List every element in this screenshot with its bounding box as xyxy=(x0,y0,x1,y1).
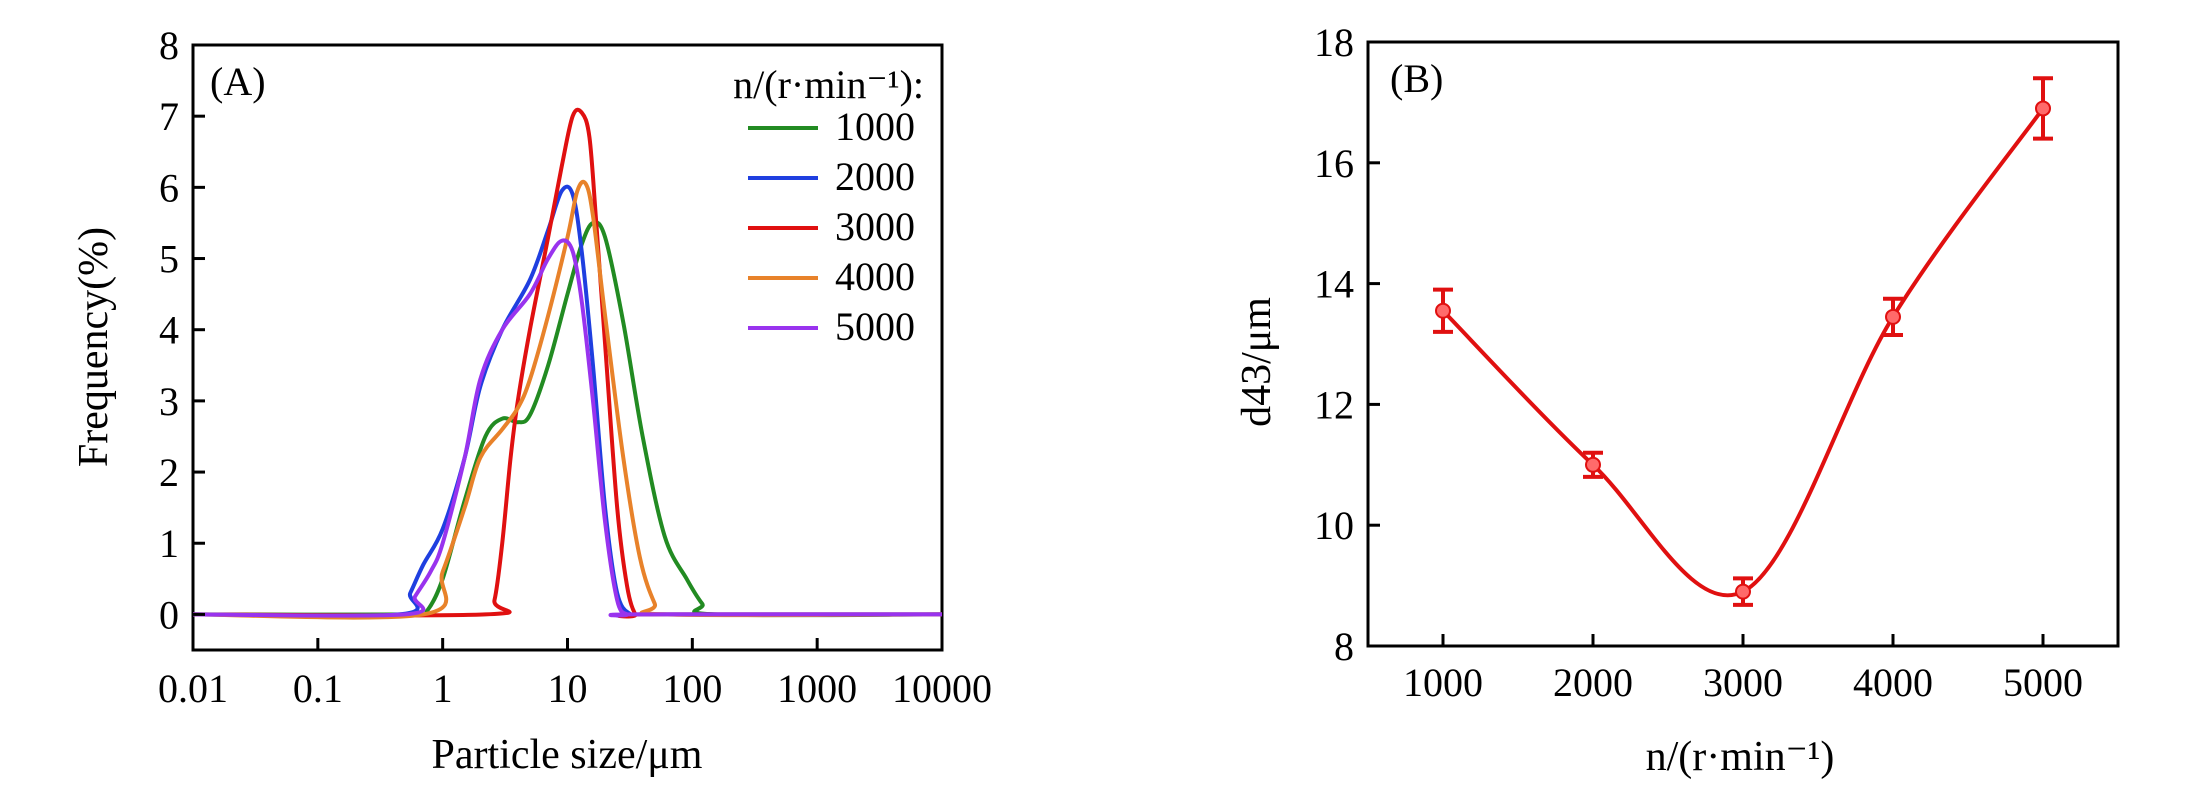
panel-a-y-tick-label: 8 xyxy=(159,23,179,68)
panel-a-y-axis-label: Frequency(%) xyxy=(71,227,117,467)
panel-b-y-tick-label: 12 xyxy=(1314,382,1354,427)
panel-a-chart: 0.01 0.1 1 10 100 1000 10000 0 1 2 3 4 5 6 7 8 (A) Part… xyxy=(71,23,992,778)
panel-b-x-tick-label: 5000 xyxy=(2003,660,2083,705)
panel-b-label: (B) xyxy=(1390,56,1443,101)
panel-b-x-axis-label: n/(r·min⁻¹) xyxy=(1646,734,1835,780)
panel-a-ticks-group: 0.01 0.1 1 10 100 1000 10000 0 1 2 3 4 5 6 7 8 xyxy=(158,23,992,711)
panel-b-y-axis-label: d43/μm xyxy=(1234,297,1280,427)
panel-a-y-tick-label: 1 xyxy=(159,521,179,566)
panel-b-data-point xyxy=(1735,583,1751,600)
panel-a-x-tick-label: 10 xyxy=(548,666,588,711)
panel-a-legend-label-1000: 1000 xyxy=(835,104,915,149)
panel-b-data-point xyxy=(1435,302,1451,319)
panel-b-x-tick-label: 4000 xyxy=(1853,660,1933,705)
panel-a-x-tick-label: 0.1 xyxy=(293,666,343,711)
panel-a-y-tick-label: 4 xyxy=(159,308,179,353)
panel-a-y-tick-label: 2 xyxy=(159,450,179,495)
panel-b-y-tick-label: 10 xyxy=(1314,503,1354,548)
panel-a-series-line-4000 xyxy=(192,179,943,620)
panel-b-x-tick-label: 1000 xyxy=(1403,660,1483,705)
panel-a-series-line-3000 xyxy=(192,107,942,619)
panel-a-legend-title: n/(r·min⁻¹): xyxy=(733,62,924,107)
panel-b-x-tick-label: 3000 xyxy=(1703,660,1783,705)
panel-b-plot-frame xyxy=(1366,40,2120,648)
panel-a-legend-label-2000: 2000 xyxy=(835,154,915,199)
panel-a-x-tick-label: 1 xyxy=(433,666,453,711)
panel-b-data-point xyxy=(1585,456,1601,473)
panel-a-label: (A) xyxy=(210,59,266,104)
panel-a-x-tick-label: 0.01 xyxy=(158,666,228,711)
panel-b-chart: 1000 2000 3000 4000 5000 8 10 12 14 16 18 (B) n/(r… xyxy=(1234,20,2120,780)
panel-a-y-tick-label: 0 xyxy=(159,592,179,637)
panel-a-x-tick-label: 1000 xyxy=(777,666,857,711)
panel-b-series-group xyxy=(1433,76,2053,607)
panel-b-data-point xyxy=(1885,308,1901,325)
panel-a-series-group xyxy=(192,107,943,620)
panel-b-y-tick-label: 18 xyxy=(1314,20,1354,65)
panel-a-series-line-1000 xyxy=(192,220,943,618)
panel-a-x-axis-label: Particle size/μm xyxy=(432,732,703,778)
panel-a-legend: n/(r·min⁻¹): 1000 2000 3000 4000 5000 xyxy=(733,62,924,349)
panel-b-y-tick-label: 14 xyxy=(1314,262,1354,307)
panel-a-series-line-2000 xyxy=(192,184,942,618)
panel-b-data-point xyxy=(2035,100,2051,117)
panel-a-y-tick-label: 5 xyxy=(159,237,179,282)
panel-a-y-tick-label: 3 xyxy=(159,379,179,424)
panel-a-legend-label-4000: 4000 xyxy=(835,254,915,299)
panel-a-x-tick-label: 100 xyxy=(662,666,722,711)
panel-a-series-line-5000 xyxy=(192,238,942,618)
panel-b-y-tick-label: 8 xyxy=(1334,624,1354,669)
panel-a-y-tick-label: 6 xyxy=(159,165,179,210)
panel-b-series-line xyxy=(1441,107,2045,598)
panel-b-ticks-group: 1000 2000 3000 4000 5000 8 10 12 14 16 18 xyxy=(1314,20,2083,705)
panel-b-x-tick-label: 2000 xyxy=(1553,660,1633,705)
panel-b-y-tick-label: 16 xyxy=(1314,141,1354,186)
panel-a-y-tick-label: 7 xyxy=(159,94,179,139)
panel-a-legend-label-5000: 5000 xyxy=(835,304,915,349)
panel-a-x-tick-label: 10000 xyxy=(892,666,992,711)
panel-a-legend-label-3000: 3000 xyxy=(835,204,915,249)
